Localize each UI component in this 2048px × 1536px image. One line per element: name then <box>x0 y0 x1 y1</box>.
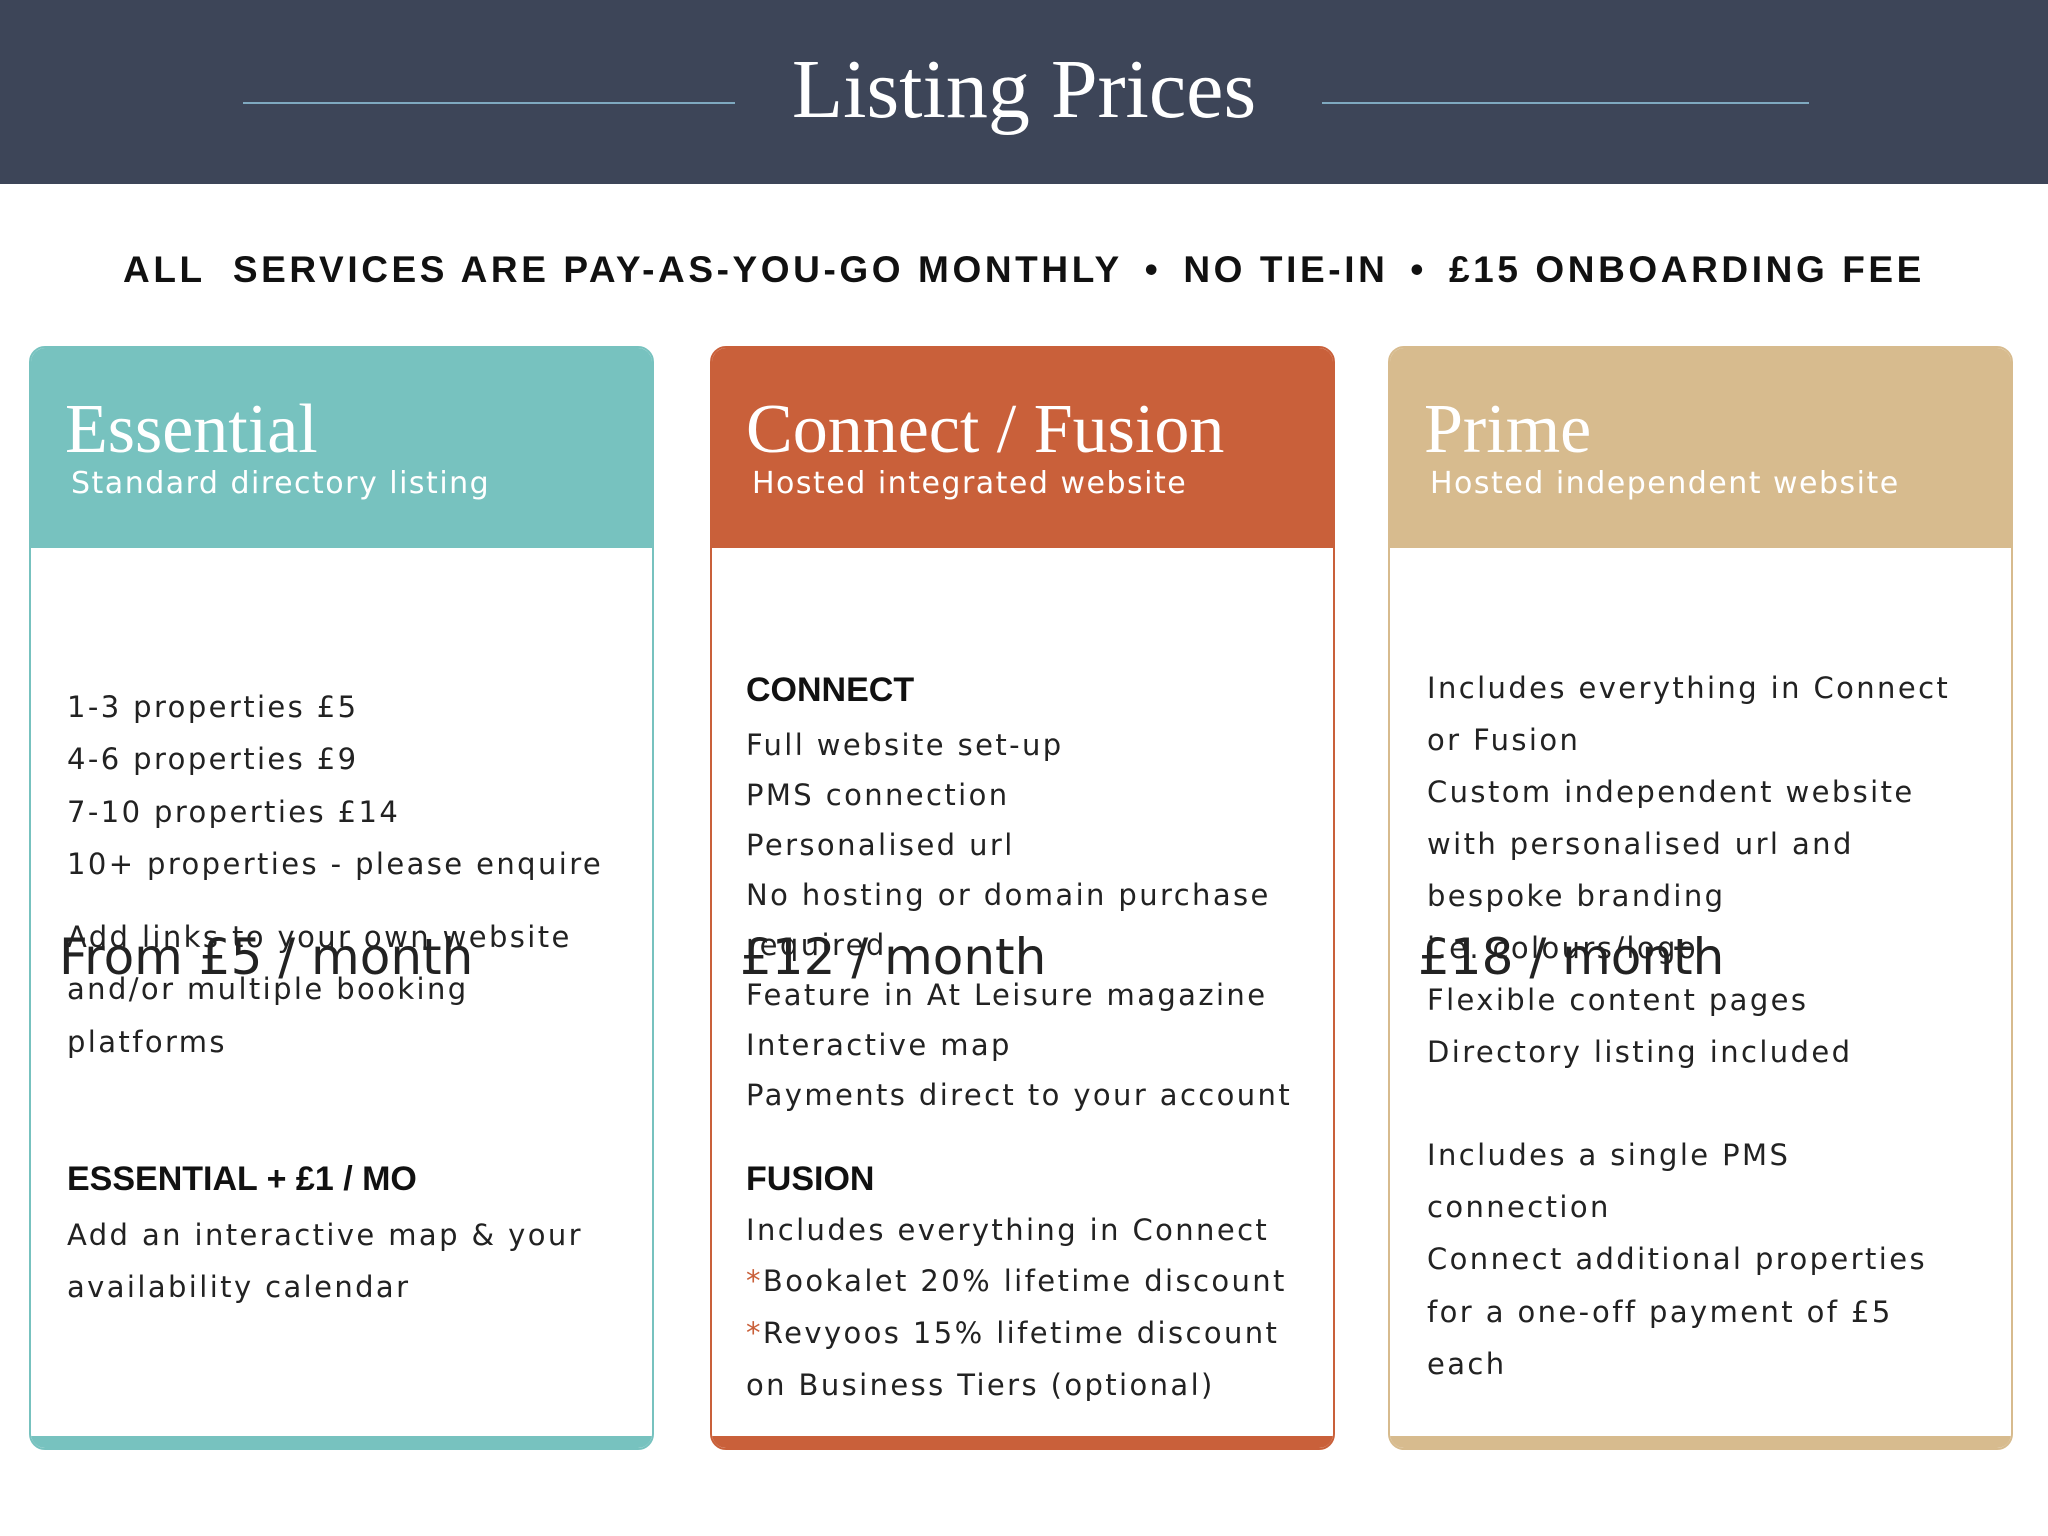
card-price: £12 / month <box>740 928 1047 986</box>
feature-line: i.e. colours/logo <box>1427 930 1698 965</box>
feature-line: required <box>746 928 887 963</box>
rule <box>1322 102 1809 104</box>
feature-line: each <box>1427 1346 1507 1381</box>
feature-line: Includes a single PMS <box>1427 1138 1791 1173</box>
price-card: Essential Standard directory listing From … <box>29 346 654 1450</box>
feature-line: Full website set-up <box>746 728 1064 763</box>
feature-line: 1-3 properties £5 <box>67 690 359 725</box>
card-name: Connect / Fusion <box>746 391 1225 468</box>
banner-item: £15 ONBOARDING FEE <box>1448 249 1925 290</box>
banner: ALL SERVICES ARE PAY-AS-YOU-GO MONTHLY • N… <box>0 248 2048 292</box>
header-bar: Listing Prices <box>0 0 2048 184</box>
asterisk: * <box>746 1264 763 1299</box>
title: Listing Prices <box>791 43 1257 136</box>
feature-line: *Revyoos 15% lifetime discount <box>746 1313 1279 1353</box>
feature-line: PMS connection <box>746 778 1010 813</box>
asterisk: * <box>746 1316 763 1351</box>
card-header <box>1390 348 2011 548</box>
feature-line: Custom independent website <box>1427 774 1915 809</box>
feature-line: on Business Tiers (optional) <box>746 1368 1215 1403</box>
feature-line: Includes everything in Connect <box>746 1212 1270 1247</box>
card-name: Essential <box>65 391 318 468</box>
feature-line: *Bookalet 20% lifetime discount <box>746 1261 1287 1301</box>
bullet: • <box>1410 249 1427 290</box>
card-header <box>31 348 652 548</box>
group-heading: FUSION <box>746 1159 875 1198</box>
banner-item: NO TIE-IN <box>1183 249 1389 290</box>
feature-line: platforms <box>67 1024 227 1059</box>
feature-line: Interactive map <box>746 1028 1012 1063</box>
feature-line: Add links to your own website <box>67 920 572 955</box>
feature-line: Payments direct to your account <box>746 1078 1293 1113</box>
feature-line: No hosting or domain purchase <box>746 878 1271 913</box>
card-name: Prime <box>1424 391 1592 468</box>
rule <box>243 102 735 104</box>
feature-line: or Fusion <box>1427 722 1581 757</box>
feature-line: Directory listing included <box>1427 1034 1853 1069</box>
banner-item: ALL SERVICES ARE PAY-AS-YOU-GO MONTHLY <box>123 249 1123 290</box>
feature-line: Connect additional properties <box>1427 1242 1927 1277</box>
card-footer <box>712 1436 1333 1448</box>
feature-line: Personalised url <box>746 828 1015 863</box>
card-header <box>712 348 1333 548</box>
card-footer <box>31 1436 652 1448</box>
card-price: £18 / month <box>1418 928 1725 986</box>
feature-line: Includes everything in Connect <box>1427 670 1951 705</box>
group-heading: ESSENTIAL + £1 / MO <box>67 1159 417 1198</box>
card-footer <box>1390 1436 2011 1448</box>
feature-line: for a one-off payment of £5 <box>1427 1294 1893 1329</box>
feature-line: and/or multiple booking <box>67 972 469 1007</box>
feature-line: 10+ properties - please enquire <box>67 846 604 881</box>
feature-line: 7-10 properties £14 <box>67 794 401 829</box>
price-card: Prime Hosted independent website £18 / mon… <box>1388 346 2013 1450</box>
feature-line: Feature in At Leisure magazine <box>746 978 1268 1013</box>
feature-line: connection <box>1427 1190 1611 1225</box>
feature-line: Add an interactive map & your <box>67 1217 583 1252</box>
bullet: • <box>1144 249 1162 290</box>
price-card: Connect / Fusion Hosted integrated websit… <box>710 346 1335 1450</box>
feature-text: Revyoos 15% lifetime discount <box>762 1316 1280 1351</box>
feature-line: availability calendar <box>67 1270 411 1305</box>
feature-line: with personalised url and <box>1427 826 1854 861</box>
card-price: From £5 / month <box>59 928 474 986</box>
feature-text: Bookalet 20% lifetime discount <box>762 1264 1287 1299</box>
card-subtitle: Standard directory listing <box>71 466 491 501</box>
group-heading: CONNECT <box>746 671 915 710</box>
feature-line: bespoke branding <box>1427 878 1726 913</box>
card-subtitle: Hosted integrated website <box>752 466 1188 501</box>
card-subtitle: Hosted independent website <box>1430 466 1900 501</box>
feature-line: Flexible content pages <box>1427 982 1809 1017</box>
feature-line: 4-6 properties £9 <box>67 742 359 777</box>
